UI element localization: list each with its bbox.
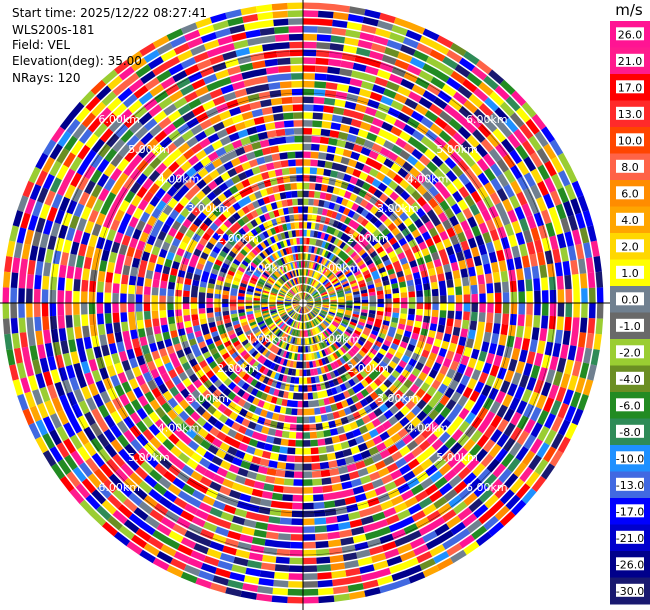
range-ring-labels: 1.00km 1.00km 1.00km 1.00km 2.00km 2.00km 2.00… (98, 113, 507, 494)
range-ring-label: 3.00km (377, 392, 419, 405)
range-ring-label: 2.00km (347, 232, 389, 245)
range-ring-label: 1.00km (247, 332, 289, 345)
gate-group (2, 10, 594, 600)
nrays-label: NRays: 120 (12, 71, 81, 85)
range-ring-label: 4.00km (158, 422, 200, 435)
range-ring-label: 1.00km (247, 262, 289, 275)
range-ring-label: 1.00km (318, 332, 360, 345)
start-time-label: Start time: 2025/12/22 08:27:41 (12, 6, 207, 20)
range-ring-label: 2.00km (217, 362, 259, 375)
range-ring-label: 3.00km (377, 202, 419, 215)
gate-group (33, 2, 595, 595)
range-ring-label: 6.00km (98, 113, 140, 126)
elevation-label: Elevation(deg): 35.00 (12, 54, 142, 68)
gate-group (18, 10, 600, 604)
range-ring-label: 4.00km (158, 173, 200, 186)
range-ring-label: 5.00km (436, 143, 478, 156)
range-ring-label: 5.00km (128, 451, 170, 464)
gate-group (12, 4, 580, 596)
range-ring-label: 6.00km (98, 481, 140, 494)
range-ring-label: 3.00km (187, 392, 229, 405)
range-ring-label: 2.00km (217, 232, 259, 245)
range-ring-label: 3.00km (187, 202, 229, 215)
field-label: Field: VEL (12, 38, 71, 52)
range-ring-label: 2.00km (347, 362, 389, 375)
range-ring-label: 1.00km (318, 262, 360, 275)
velocity-gates (2, 2, 604, 604)
instrument-label: WLS200s-181 (12, 23, 95, 37)
gate-group (2, 10, 604, 602)
range-rings (0, 0, 610, 610)
range-ring-label: 6.00km (466, 113, 508, 126)
range-ring-label: 4.00km (407, 422, 449, 435)
range-ring-label: 6.00km (466, 481, 508, 494)
range-ring-label: 4.00km (407, 173, 449, 186)
range-ring-label: 5.00km (128, 143, 170, 156)
gate-group (24, 2, 556, 571)
range-ring-label: 5.00km (436, 451, 478, 464)
